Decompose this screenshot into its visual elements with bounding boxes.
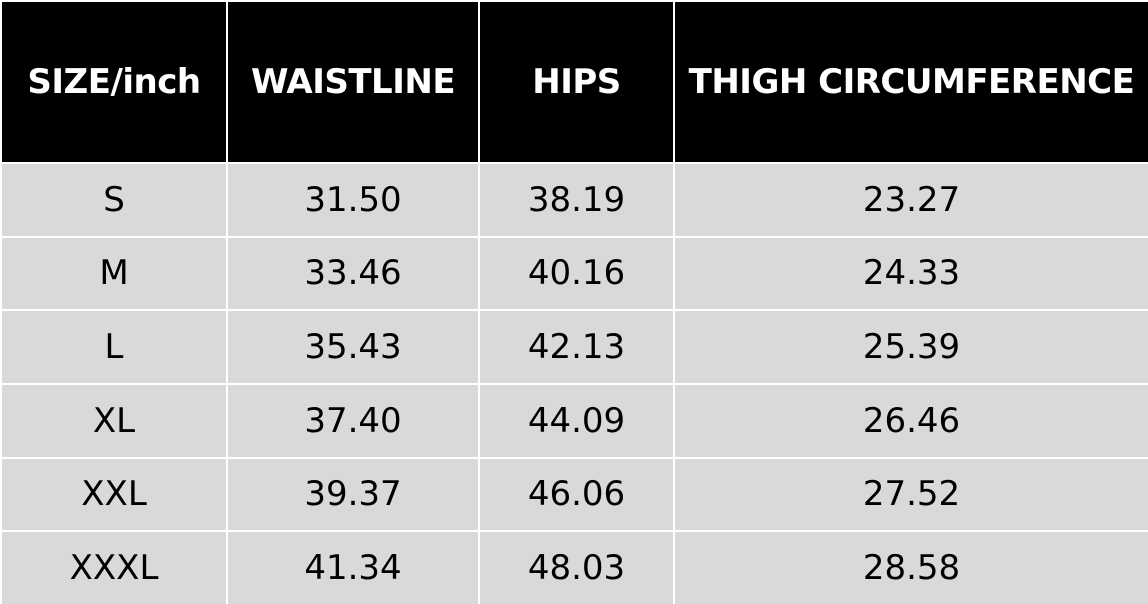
measure-cell: 27.52 [675,458,1148,531]
measure-cell: 41.34 [228,532,478,604]
header-cell: SIZE/inch [2,2,226,162]
measure-cell: 25.39 [675,311,1148,383]
measure-cell: 48.03 [480,532,673,604]
measure-cell: 23.27 [675,164,1148,236]
size-cell: XXL [2,458,226,531]
size-cell: M [2,237,226,310]
measure-cell: 44.09 [480,384,673,457]
measure-cell: 31.50 [228,164,478,236]
measure-cell: 46.06 [480,458,673,531]
size-cell: S [2,164,226,236]
measure-cell: 35.43 [228,311,478,383]
measure-cell: 24.33 [675,237,1148,310]
header-cell: THIGH CIRCUMFERENCE [675,2,1148,162]
measure-cell: 42.13 [480,311,673,383]
size-cell: XXXL [2,532,226,604]
measure-cell: 33.46 [228,237,478,310]
measure-cell: 38.19 [480,164,673,236]
measure-cell: 40.16 [480,237,673,310]
header-cell: HIPS [480,2,673,162]
measure-cell: 39.37 [228,458,478,531]
measure-cell: 26.46 [675,384,1148,457]
size-cell: L [2,311,226,383]
size-cell: XL [2,384,226,457]
header-cell: WAISTLINE [228,2,478,162]
measure-cell: 28.58 [675,532,1148,604]
measure-cell: 37.40 [228,384,478,457]
